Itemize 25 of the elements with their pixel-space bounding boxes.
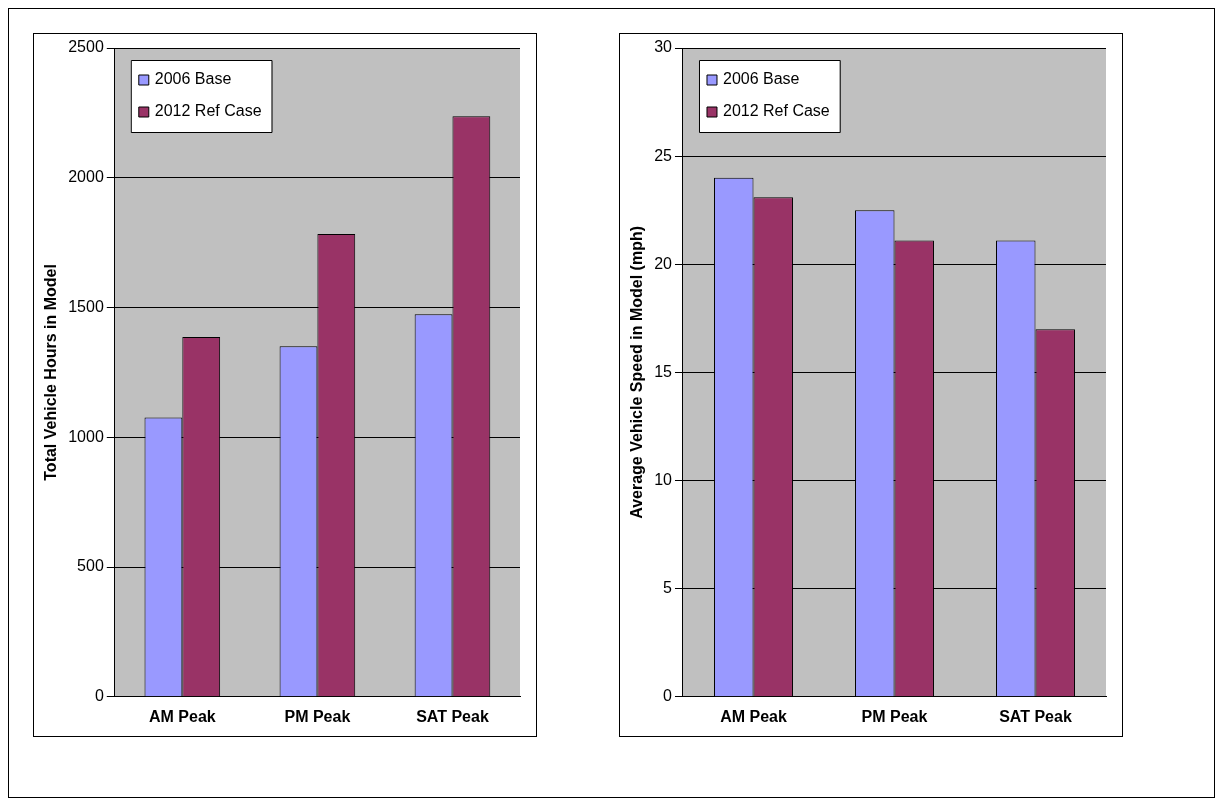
y-tick-label: 500: [77, 557, 104, 575]
x-tick-label: AM Peak: [148, 707, 216, 725]
y-tick-label: 1500: [68, 297, 104, 315]
x-tick-label: SAT Peak: [416, 707, 489, 725]
y-tick-label: 30: [654, 38, 673, 56]
y-tick-label: 10: [654, 470, 673, 488]
y-tick-label: 5: [663, 579, 673, 597]
y-tick-label: 20: [654, 254, 673, 272]
y-axis-title: Average Vehicle Speed in Model (mph): [628, 225, 646, 519]
legend-label: 2012 Ref Case: [154, 102, 262, 120]
x-tick-label: AM Peak: [720, 707, 787, 725]
y-tick-label: 2500: [68, 38, 104, 56]
y-tick-label: 0: [663, 687, 673, 705]
y-tick-label: 25: [654, 146, 673, 164]
legend-label: 2012 Ref Case: [723, 102, 830, 120]
legend-label: 2006 Base: [154, 70, 232, 88]
y-tick-label: 15: [654, 362, 673, 380]
x-tick-label: PM Peak: [284, 707, 351, 725]
y-tick-label: 0: [94, 687, 104, 705]
y-axis-title: Total Vehicle Hours in Model: [42, 264, 60, 481]
legend-label: 2006 Base: [723, 70, 800, 88]
x-tick-label: SAT Peak: [999, 707, 1072, 725]
x-tick-label: PM Peak: [861, 707, 928, 725]
y-tick-label: 1000: [68, 427, 104, 445]
y-tick-label: 2000: [68, 168, 104, 186]
